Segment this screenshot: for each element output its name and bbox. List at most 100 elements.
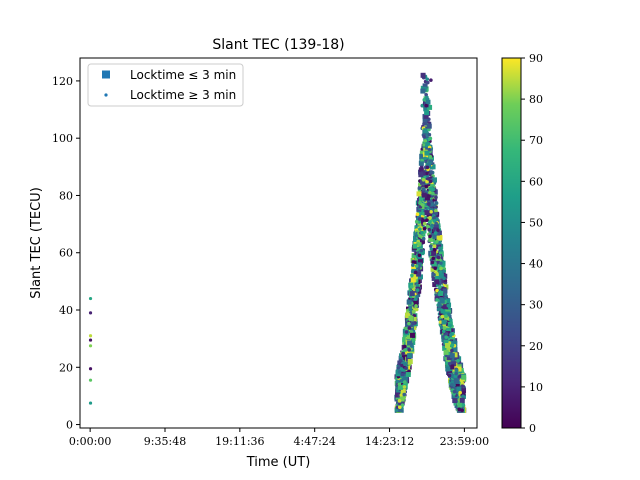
data-point	[456, 386, 462, 392]
legend-label-locktime-long: Locktime ≥ 3 min	[130, 88, 236, 102]
data-point	[422, 141, 428, 147]
data-point	[452, 398, 458, 404]
data-point	[410, 277, 416, 283]
data-point	[411, 309, 416, 314]
data-point	[422, 116, 428, 122]
data-point	[433, 248, 437, 252]
data-point	[427, 132, 432, 137]
data-point	[411, 321, 416, 326]
data-point	[420, 230, 424, 235]
data-point	[420, 156, 426, 162]
data-point	[414, 264, 419, 268]
data-point	[431, 250, 437, 256]
data-point	[423, 156, 427, 161]
data-point	[440, 314, 445, 319]
colorbar-tick-label: 40	[529, 258, 543, 271]
data-point	[444, 335, 449, 339]
data-point	[88, 344, 93, 348]
x-tick-label: 14:23:12	[365, 435, 414, 448]
data-point	[435, 239, 439, 244]
data-point	[425, 77, 430, 81]
x-axis-label: Time (UT)	[246, 455, 311, 470]
data-point	[422, 216, 428, 222]
data-point	[408, 282, 414, 288]
data-point	[411, 316, 417, 322]
data-point	[394, 408, 399, 413]
data-point	[424, 210, 430, 216]
data-point	[414, 225, 420, 231]
data-point	[400, 363, 404, 368]
data-point	[417, 253, 422, 258]
data-point	[423, 139, 428, 143]
data-point	[419, 248, 424, 253]
data-point	[438, 285, 442, 289]
x-tick-label: 9:35:48	[144, 435, 186, 448]
data-point	[445, 366, 451, 372]
data-point	[417, 217, 422, 221]
data-point	[461, 403, 466, 407]
data-point	[434, 221, 438, 226]
data-point	[430, 202, 434, 207]
data-point	[420, 174, 426, 180]
data-point	[447, 312, 451, 317]
data-point	[426, 123, 432, 129]
y-axis-label: Slant TEC (TECU)	[29, 187, 44, 299]
data-point	[407, 348, 411, 352]
data-point	[414, 219, 419, 224]
data-point	[410, 269, 415, 274]
data-point	[434, 209, 438, 213]
data-point	[446, 355, 452, 361]
data-point	[406, 299, 412, 305]
data-point	[410, 273, 414, 278]
data-point	[429, 247, 434, 251]
data-point	[426, 224, 430, 229]
data-point	[400, 403, 405, 407]
data-point	[421, 187, 426, 191]
data-point	[400, 388, 406, 394]
data-point	[428, 206, 434, 212]
colorbar: 0 10 20 30 40 50 60 70 80 90	[501, 52, 543, 435]
colorbar-tick-label: 50	[529, 216, 543, 229]
data-point	[414, 307, 419, 312]
data-point	[460, 384, 465, 389]
data-point	[418, 228, 424, 234]
data-point	[397, 370, 402, 374]
data-point	[402, 337, 408, 343]
data-point	[425, 171, 429, 176]
data-point	[423, 147, 429, 153]
data-point	[438, 251, 444, 257]
data-point	[440, 278, 446, 284]
data-point	[428, 236, 434, 242]
data-point	[403, 333, 409, 339]
data-point	[449, 318, 453, 322]
data-point	[423, 131, 429, 137]
data-point	[454, 354, 460, 360]
data-point	[436, 228, 440, 232]
data-point	[414, 304, 418, 308]
data-point	[452, 352, 458, 358]
data-point	[431, 275, 437, 281]
data-point	[418, 227, 422, 231]
data-point	[398, 405, 402, 410]
colorbar-tick-label: 30	[529, 299, 543, 312]
data-point	[394, 392, 400, 398]
data-point	[456, 358, 460, 363]
y-tick-label: 40	[59, 304, 73, 317]
data-point	[428, 234, 432, 239]
data-point	[429, 170, 434, 174]
data-point	[444, 332, 449, 336]
data-point	[422, 226, 427, 231]
data-point	[397, 399, 402, 403]
data-point	[442, 273, 448, 279]
data-point	[88, 311, 93, 315]
data-point	[451, 361, 457, 367]
data-point	[402, 344, 407, 349]
data-point	[403, 348, 408, 352]
data-point	[423, 113, 429, 119]
x-tick-label: 19:11:36	[215, 435, 264, 448]
data-point	[441, 329, 446, 333]
x-tick-label: 23:59:00	[440, 435, 489, 448]
legend-marker-dot	[104, 93, 108, 97]
data-point	[408, 307, 413, 312]
data-point	[431, 177, 437, 183]
